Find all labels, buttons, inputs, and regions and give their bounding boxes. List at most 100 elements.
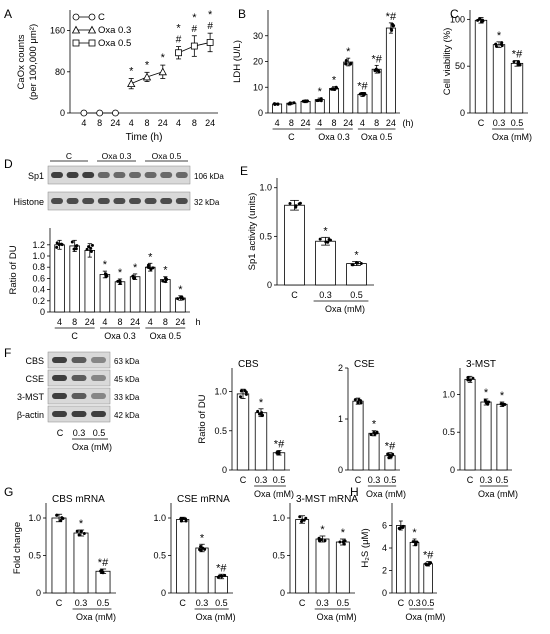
significance-mark: *# [385, 441, 396, 453]
data-point [319, 99, 323, 103]
y-tick-label: 1 [338, 414, 343, 424]
significance-mark: * [372, 419, 377, 431]
bar [195, 547, 209, 594]
x-tick-label: 24 [110, 118, 120, 128]
series-marker [88, 39, 96, 47]
data-point [391, 452, 395, 456]
data-point [369, 433, 373, 437]
bar [95, 570, 111, 594]
x-tick-label: 4 [360, 118, 365, 128]
x-tick-label: 8 [144, 118, 149, 128]
y-tick-label: 30 [253, 31, 263, 41]
data-point [387, 456, 391, 460]
x-tick-label: 24 [301, 118, 311, 128]
group-label: Oxa (mM) [492, 132, 532, 142]
x-tick-label: 0.5 [384, 475, 397, 485]
y-tick-label: 0 [258, 108, 263, 118]
bar [176, 519, 190, 594]
x-tick-label: 24 [130, 317, 140, 327]
panel-letter: C [450, 7, 459, 21]
data-point [239, 395, 243, 399]
blot-kda-label: 106 kDa [194, 172, 224, 181]
data-point [198, 548, 202, 552]
x-tick-label: 0.3 [408, 598, 421, 608]
significance-mark: * [497, 30, 502, 42]
x-tick-label: C [467, 475, 474, 485]
x-tick-label: 0.5 [350, 290, 363, 300]
data-point [116, 279, 120, 283]
y-tick-label: 80 [55, 67, 65, 77]
bar [69, 245, 80, 313]
panel-letter: G [4, 485, 13, 499]
x-tick-label: 8 [163, 317, 168, 327]
bar [54, 244, 65, 313]
significance-mark: * [178, 284, 183, 296]
blot-band [129, 198, 141, 204]
group-label: Oxa (mM) [317, 612, 357, 622]
blot-band [82, 198, 95, 204]
significance-mark: * [332, 75, 337, 87]
bar [385, 27, 396, 114]
data-point [288, 102, 292, 106]
data-point [466, 375, 470, 379]
x-tick-label: 4 [317, 118, 322, 128]
x-tick-label: 0.3 [368, 475, 381, 485]
data-point [518, 63, 522, 67]
x-tick-label: C [179, 598, 186, 608]
data-point [354, 261, 358, 265]
panel-letter: D [4, 157, 13, 171]
y-tick-label: 20 [253, 57, 263, 67]
y-axis-label: Ratio of DU [8, 245, 19, 294]
data-point [304, 516, 308, 520]
data-point [85, 247, 89, 251]
panel-letter: B [238, 7, 246, 21]
series-marker [72, 39, 80, 47]
significance-mark: * [354, 250, 359, 262]
group-label: Oxa (mM) [478, 489, 518, 499]
y-tick-label: 1.0 [259, 183, 272, 193]
significance-mark: *# [216, 562, 227, 574]
blot-lane-label: 0.5 [93, 428, 106, 438]
series-marker [80, 109, 88, 117]
y-axis-label: CaOx counts [16, 34, 27, 89]
blot-band [97, 198, 110, 204]
x-tick-label: 0.3 [75, 598, 88, 608]
series-marker [158, 67, 167, 76]
group-label: C [71, 331, 78, 341]
data-point [259, 412, 263, 416]
y-tick-label: 1.0 [32, 251, 45, 261]
y-tick-label: 0.4 [32, 285, 45, 295]
data-point [344, 62, 348, 66]
data-point [494, 44, 498, 48]
data-point [386, 452, 390, 456]
blot-band [160, 172, 173, 178]
data-point [161, 279, 165, 283]
data-point [481, 18, 485, 22]
bar [474, 19, 488, 114]
bar [315, 538, 330, 594]
blot-group-label: C [66, 151, 72, 161]
data-point [499, 402, 503, 406]
y-axis-label: Sp1 activity (units) [247, 193, 258, 271]
blot-lane-label: C [57, 428, 64, 438]
data-point [318, 539, 322, 543]
significance-mark: * [320, 524, 325, 536]
data-point [199, 544, 203, 548]
data-point [203, 547, 207, 551]
series-marker [112, 109, 119, 117]
bar [300, 101, 311, 114]
data-point [359, 399, 363, 403]
significance-mark: * [200, 532, 205, 544]
y-tick-label: 0.5 [259, 231, 272, 241]
data-point [55, 245, 59, 249]
y-tick-label: 0 [36, 588, 41, 598]
significance-mark: *# [386, 11, 397, 23]
group-label: Oxa (mM) [254, 489, 294, 499]
data-point [468, 378, 472, 382]
data-point [256, 409, 260, 413]
legend-label: C [98, 12, 105, 23]
group-label: Oxa 0.5 [361, 132, 393, 142]
x-tick-label: 8 [374, 118, 379, 128]
chart-title: CBS mRNA [52, 494, 105, 505]
